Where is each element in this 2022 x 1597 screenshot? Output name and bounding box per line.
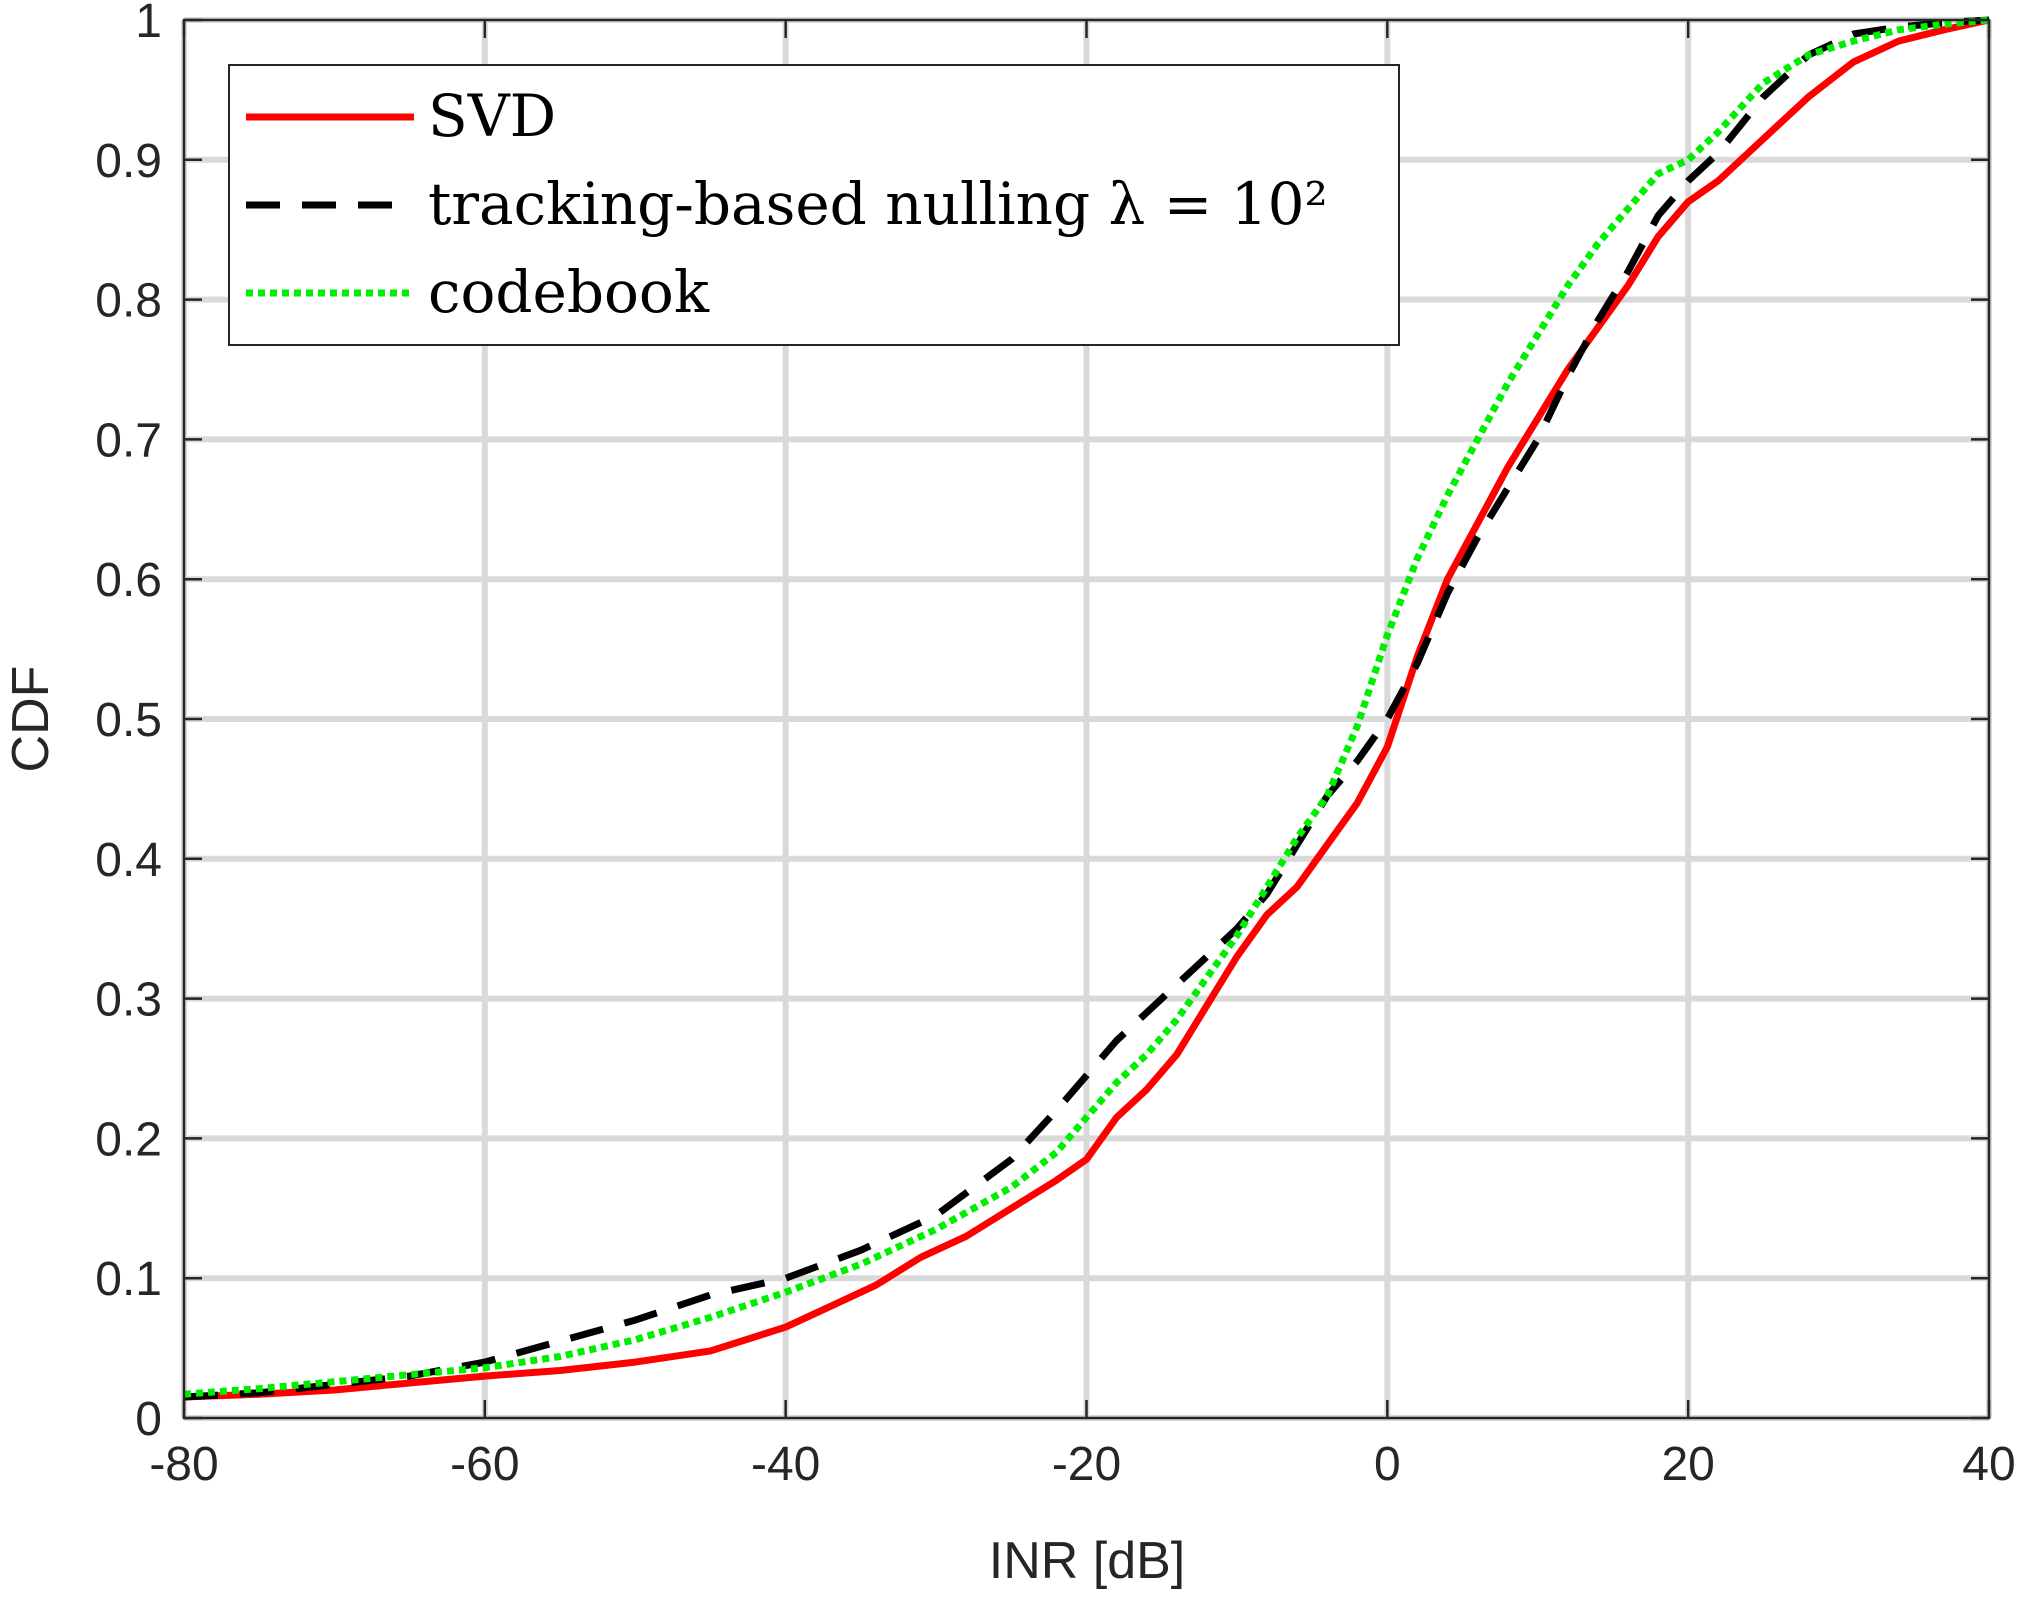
y-tick-label: 0.9 <box>95 135 162 188</box>
y-tick-label: 0.1 <box>95 1253 162 1306</box>
legend-label-svd: SVD <box>428 82 556 150</box>
ticks <box>182 18 1991 1420</box>
y-axis-label: CDF <box>2 666 60 773</box>
y-tick-label: 0.7 <box>95 414 162 467</box>
y-tick-label: 0.6 <box>95 554 162 607</box>
legend-box <box>228 64 1400 346</box>
series-group <box>183 16 1990 1401</box>
y-tick-label: 0.8 <box>95 275 162 328</box>
y-tick-label: 0.3 <box>95 974 162 1027</box>
x-tick-label: -20 <box>1052 1438 1121 1491</box>
x-tick-label: -80 <box>149 1438 218 1491</box>
legend-label-tracking: tracking-based nulling λ = 10² <box>428 170 1328 238</box>
y-tick-label: 0.4 <box>95 834 162 887</box>
x-tick-label: 0 <box>1374 1438 1401 1491</box>
y-tick-label: 0.2 <box>95 1113 162 1166</box>
x-tick-label: 40 <box>1962 1438 2015 1491</box>
x-tick-label: 20 <box>1661 1438 1714 1491</box>
x-tick-labels: -80 -60 -40 -20 0 20 40 <box>149 1438 2015 1491</box>
series-codebook <box>183 16 1990 1398</box>
y-tick-label: 0.5 <box>95 694 162 747</box>
series-tracking-based-nulling <box>183 16 1990 1401</box>
series-svd <box>183 16 1990 1401</box>
legend: SVD tracking-based nulling λ = 10² codeb… <box>228 64 1400 346</box>
y-tick-labels: 0 0.1 0.2 0.3 0.4 0.5 0.6 0.7 0.8 0.9 1 <box>95 0 162 1446</box>
y-tick-label: 1 <box>135 0 162 48</box>
y-tick-label: 0 <box>135 1393 162 1446</box>
x-axis-label: INR [dB] <box>989 1532 1186 1590</box>
x-tick-label: -40 <box>751 1438 820 1491</box>
x-tick-label: -60 <box>450 1438 519 1491</box>
legend-label-codebook: codebook <box>428 258 710 326</box>
